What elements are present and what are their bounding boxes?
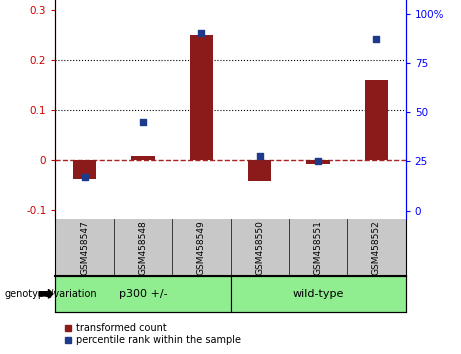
Bar [230,276,406,312]
Point [81,174,88,180]
Text: GSM458549: GSM458549 [197,221,206,275]
Bar [248,160,272,181]
Text: GSM458547: GSM458547 [80,221,89,275]
Bar [131,156,154,160]
Point [373,36,380,42]
Point [256,153,263,158]
Text: p300 +/-: p300 +/- [118,289,167,299]
Text: GSM458550: GSM458550 [255,220,264,275]
Text: GSM458548: GSM458548 [138,221,148,275]
Text: wild-type: wild-type [292,289,344,299]
Text: GSM458551: GSM458551 [313,220,323,275]
Bar [189,35,213,160]
Text: genotype/variation: genotype/variation [5,289,97,299]
Point [198,31,205,36]
Point [139,119,147,125]
Text: GSM458552: GSM458552 [372,221,381,275]
Bar [73,160,96,178]
Bar [55,276,230,312]
Point [314,159,322,164]
Bar [365,80,388,160]
Legend: transformed count, percentile rank within the sample: transformed count, percentile rank withi… [60,319,245,349]
Bar [307,160,330,164]
